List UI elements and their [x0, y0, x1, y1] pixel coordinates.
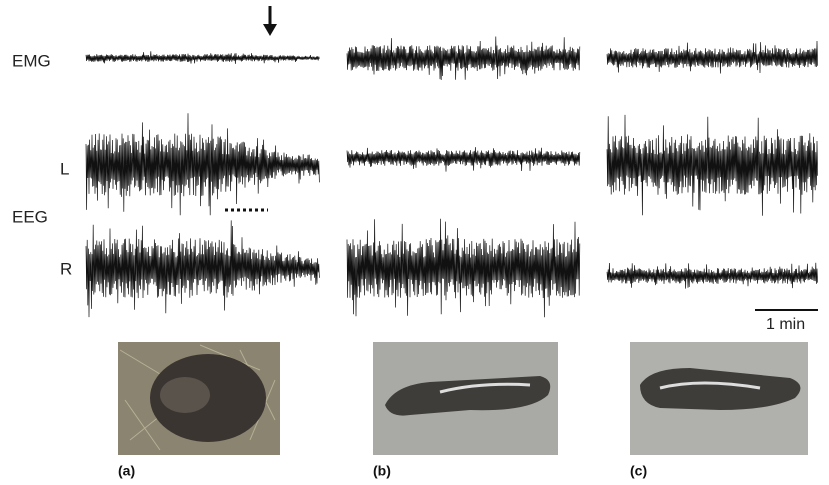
signal-trace: [607, 41, 818, 74]
panel-label: (a): [118, 463, 135, 479]
signal-trace: [607, 115, 818, 216]
signal-trace: [86, 113, 319, 215]
scale-bar-label: 1 min: [766, 316, 805, 333]
photo-c: [630, 342, 808, 455]
signal-trace: [347, 147, 580, 171]
eeg-label: EEG: [12, 207, 48, 226]
signal-trace: [86, 220, 319, 317]
figure: EMG L EEG R 1 min (a) (b) (c): [0, 0, 829, 485]
arrow: [263, 6, 277, 36]
right-label: R: [60, 259, 72, 278]
photo-a: [118, 342, 280, 455]
panel-label: (b): [373, 463, 391, 479]
signal-trace: [347, 219, 580, 318]
traces: [86, 37, 818, 318]
panel-label: (c): [630, 463, 647, 479]
signal-trace: [607, 263, 818, 289]
signal-trace: [347, 37, 580, 81]
photo-b: [373, 342, 558, 455]
emg-label: EMG: [12, 51, 51, 70]
left-label: L: [60, 159, 69, 178]
signal-trace: [86, 51, 319, 64]
